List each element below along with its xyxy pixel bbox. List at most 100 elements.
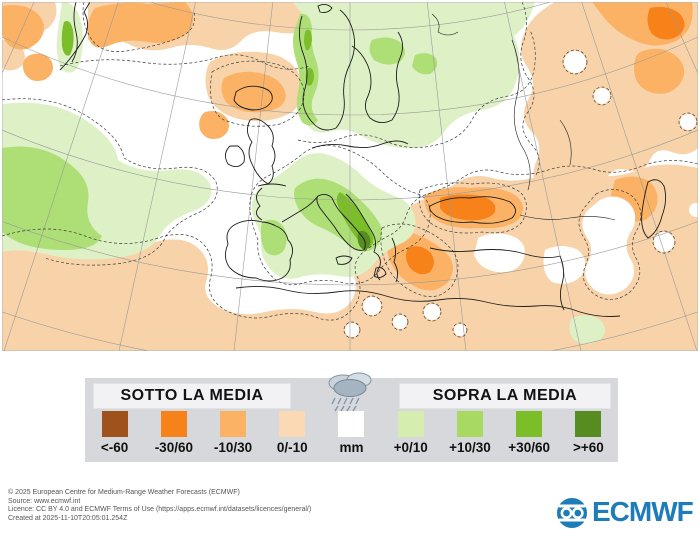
white-spot — [424, 304, 440, 320]
contour — [2, 98, 218, 266]
coast-channel — [257, 183, 287, 187]
white-anatolia-2 — [543, 246, 586, 284]
legend-item-label: -10/30 — [213, 440, 253, 455]
legend-item: +30/60 — [500, 411, 559, 455]
coast-sicily — [335, 255, 353, 265]
copyright-line: © 2025 European Centre for Medium-Range … — [8, 489, 240, 496]
region-topright-2 — [634, 48, 685, 94]
legend-item: >+60 — [559, 411, 618, 455]
regions-light-green — [2, 13, 438, 256]
lgreen-atlantic — [2, 146, 102, 250]
contour-ring — [452, 322, 468, 338]
precipitation-anomaly-map — [2, 2, 698, 351]
contour-ring — [562, 49, 588, 75]
green-nordic — [292, 2, 535, 149]
swatch-rect — [160, 411, 187, 437]
rain-streaks — [331, 397, 360, 412]
swatch-rect — [101, 411, 128, 437]
coast-norway — [299, 15, 337, 131]
mgreen-greenland — [61, 21, 74, 56]
region-south — [2, 164, 698, 351]
legend-item: -30/60 — [144, 411, 203, 455]
mgreen-norway-1 — [304, 29, 312, 51]
meridian-line — [118, 2, 196, 351]
legend-swatch — [279, 411, 306, 437]
contour — [82, 2, 195, 52]
ecmwf-wordmark-text: ECMWF — [592, 496, 694, 527]
core-aegean — [405, 246, 434, 275]
coast-biscay — [256, 187, 263, 221]
swatch-rect — [279, 411, 306, 437]
legend-item: +0/10 — [381, 411, 440, 455]
border-russia-3 — [431, 13, 459, 36]
white-spot — [363, 297, 381, 315]
white-spot — [564, 51, 586, 73]
contour — [418, 182, 527, 234]
lgreen-finland-2 — [412, 53, 438, 75]
created-line: Created at 2025-11-10T20:05:01.254Z — [8, 514, 128, 522]
anomaly-contours — [2, 2, 698, 339]
contour-ring — [652, 230, 676, 254]
legend-swatch — [516, 411, 543, 437]
legend-swatch — [456, 411, 483, 437]
licence-line: Licence: CC BY 4.0 and ECMWF Terms of Us… — [8, 506, 312, 514]
contour — [2, 160, 698, 321]
white-spot — [594, 88, 610, 104]
coast-liguria — [281, 195, 319, 223]
legend-swatch — [101, 411, 128, 437]
regions-orange — [405, 6, 685, 275]
region-iceland — [221, 71, 286, 113]
white-spot — [680, 114, 696, 130]
region-left-small — [22, 53, 53, 81]
contour-ring — [361, 295, 383, 317]
swatch-rect — [456, 411, 483, 437]
legend-item-label: 0/-10 — [276, 440, 308, 455]
meridian-line — [233, 2, 274, 351]
border-caucasus — [519, 214, 616, 221]
coast-bothnia — [351, 45, 393, 123]
green-levant — [569, 315, 605, 344]
coast-greenland — [59, 2, 91, 71]
meridian-line — [504, 2, 582, 351]
contour — [380, 223, 459, 297]
legend-swatch — [397, 411, 424, 437]
legend-title-below: SOTTO LA MEDIA — [93, 383, 291, 409]
region-west-scotland — [199, 111, 229, 139]
legend-unit: mm — [322, 411, 381, 455]
regions-white-holes — [345, 51, 698, 337]
core-black-sea — [440, 194, 496, 221]
contour — [59, 54, 311, 70]
contour-ring — [422, 302, 442, 322]
coast-adriatic — [345, 193, 373, 233]
coast-caspian — [641, 179, 667, 239]
contour — [249, 145, 431, 286]
meridian-line — [581, 2, 698, 351]
legend-item-label: +30/60 — [508, 440, 550, 455]
white-spot — [654, 232, 674, 252]
border-russia-1 — [511, 39, 531, 191]
region-greenland — [87, 2, 194, 48]
graticule — [2, 2, 698, 351]
source-line: Source: www.ecmwf.int — [8, 497, 81, 505]
legend-item-label: -30/60 — [154, 440, 193, 455]
legend: SOTTO LA MEDIA SOPRA LA MEDIA <-60 -30/6… — [85, 372, 618, 462]
attribution-block: © 2025 European Centre for Medium-Range … — [8, 489, 311, 523]
legend-unit-label: mm — [339, 440, 364, 455]
border-russia-2 — [559, 119, 572, 166]
coast-greenland-e — [71, 2, 78, 63]
legend-swatch — [160, 411, 187, 437]
white-spot — [689, 203, 698, 217]
coast-ireland — [225, 145, 245, 167]
coast-finland-e — [391, 31, 403, 121]
meridian-line — [2, 2, 35, 75]
mgreen-norway-2 — [305, 67, 314, 86]
swatch-rect — [575, 411, 602, 437]
coastlines — [59, 2, 667, 317]
rain-cloud-icon — [328, 372, 372, 412]
white-spot — [345, 323, 359, 337]
contour-ring — [391, 313, 409, 331]
contour — [210, 60, 305, 127]
swatch-rect — [397, 411, 424, 437]
swatch-rect — [220, 411, 247, 437]
contour-ring — [678, 112, 698, 132]
